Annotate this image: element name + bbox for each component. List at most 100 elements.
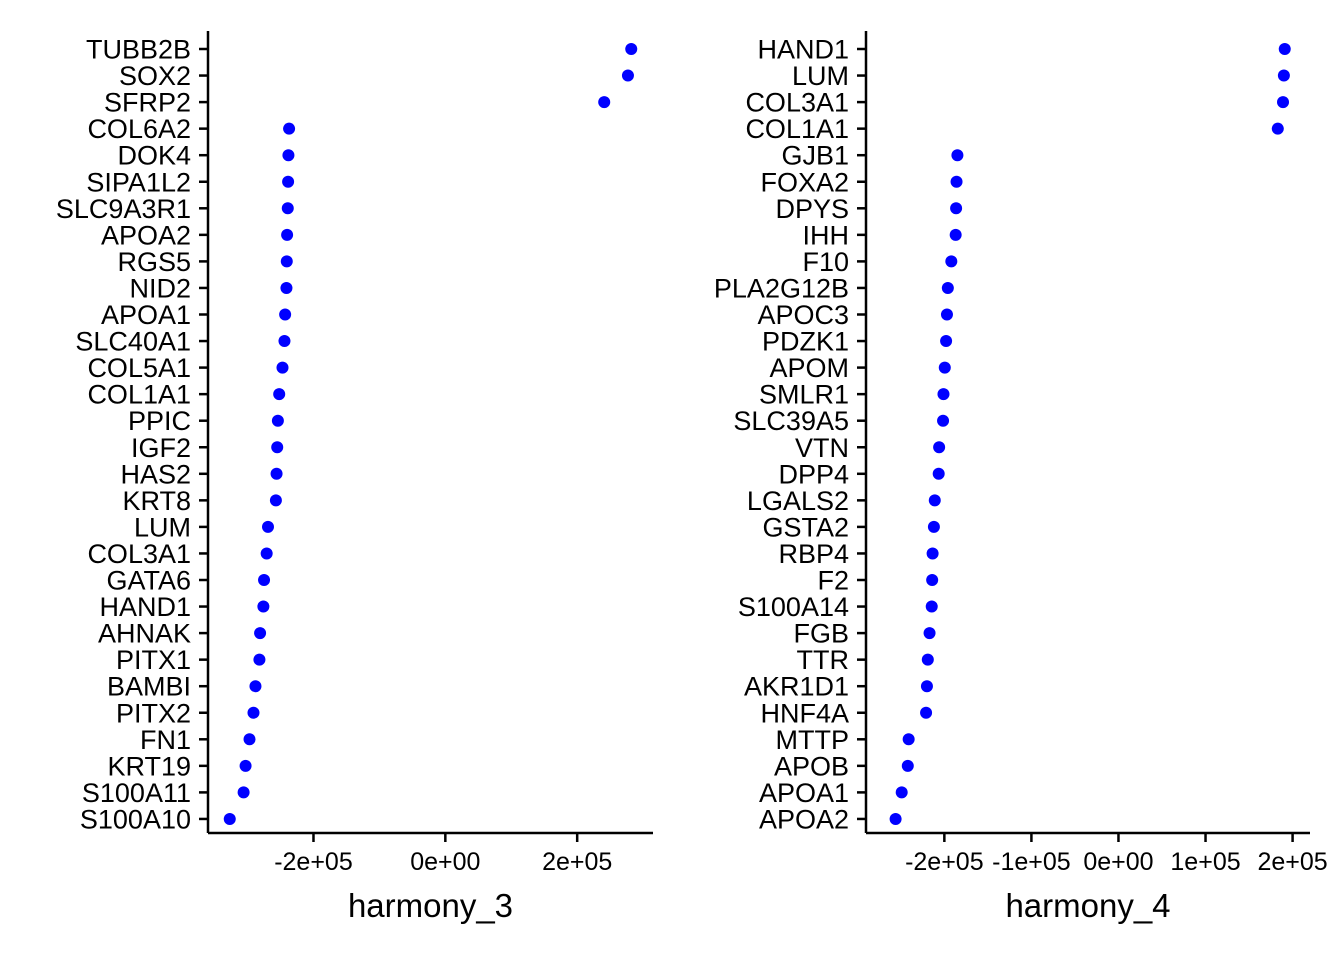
x-tick-label: 0e+00 bbox=[410, 848, 480, 876]
y-tick-label: FGB bbox=[793, 619, 849, 649]
y-tick-label: HNF4A bbox=[760, 698, 849, 728]
data-point bbox=[932, 467, 945, 480]
y-tick-label: S100A10 bbox=[80, 804, 191, 834]
data-point bbox=[237, 786, 250, 799]
y-tick-label: APOC3 bbox=[757, 300, 849, 330]
data-point bbox=[926, 547, 939, 560]
y-tick-label: COL1A1 bbox=[745, 114, 849, 144]
data-point bbox=[257, 600, 270, 613]
y-tick-label: LUM bbox=[134, 512, 191, 542]
x-axis-title: harmony_3 bbox=[348, 887, 513, 924]
y-tick-label: SFRP2 bbox=[104, 88, 191, 118]
data-point bbox=[940, 308, 953, 321]
y-tick-label: RBP4 bbox=[778, 539, 849, 569]
data-point bbox=[937, 414, 950, 427]
data-point bbox=[920, 680, 933, 693]
data-point bbox=[951, 149, 964, 162]
data-point bbox=[282, 149, 295, 162]
y-tick-label: SIPA1L2 bbox=[86, 167, 191, 197]
y-tick-label: DOK4 bbox=[117, 141, 191, 171]
data-point bbox=[926, 574, 939, 586]
data-point bbox=[283, 122, 296, 135]
y-tick-label: PITX1 bbox=[116, 645, 191, 675]
data-point bbox=[889, 812, 902, 825]
y-tick-label: PDZK1 bbox=[762, 327, 849, 357]
y-tick-label: HAND1 bbox=[757, 35, 849, 65]
y-tick-label: KRT8 bbox=[122, 486, 191, 516]
data-point bbox=[281, 228, 294, 241]
y-tick-label: S100A14 bbox=[738, 592, 849, 622]
panel-harmony-4: HAND1LUMCOL3A1COL1A1GJB1FOXA2DPYSIHHF10P… bbox=[714, 31, 1328, 924]
data-point bbox=[901, 759, 914, 772]
x-tick-label: -1e+05 bbox=[992, 848, 1071, 876]
data-point bbox=[933, 441, 946, 454]
data-point bbox=[940, 335, 953, 348]
data-point bbox=[937, 388, 950, 401]
y-tick-label: APOA2 bbox=[759, 804, 849, 834]
data-point bbox=[1271, 122, 1284, 135]
y-tick-label: NID2 bbox=[129, 273, 191, 303]
data-point bbox=[1277, 96, 1290, 109]
data-point bbox=[258, 574, 271, 586]
data-point bbox=[949, 228, 962, 241]
y-tick-label: KRT19 bbox=[107, 751, 191, 781]
data-point bbox=[950, 202, 963, 215]
data-point bbox=[282, 175, 295, 188]
y-tick-label: F2 bbox=[817, 566, 849, 596]
y-tick-label: TTR bbox=[797, 645, 849, 675]
x-tick-label: 2e+05 bbox=[1257, 848, 1327, 876]
data-point bbox=[280, 255, 293, 268]
data-point bbox=[253, 653, 266, 666]
data-point bbox=[276, 361, 289, 374]
data-point bbox=[1278, 43, 1291, 55]
data-point bbox=[223, 812, 236, 825]
data-point bbox=[261, 520, 274, 533]
data-point bbox=[920, 706, 933, 719]
y-tick-label: LUM bbox=[792, 61, 849, 91]
data-point bbox=[1277, 69, 1290, 82]
data-point bbox=[281, 202, 294, 215]
data-point bbox=[941, 281, 954, 294]
y-tick-label: DPP4 bbox=[778, 459, 849, 489]
data-point bbox=[260, 547, 273, 560]
y-tick-label: SMLR1 bbox=[759, 380, 849, 410]
y-tick-label: COL3A1 bbox=[745, 88, 849, 118]
y-tick-label: PLA2G12B bbox=[714, 273, 849, 303]
y-tick-label: SLC40A1 bbox=[75, 327, 191, 357]
data-point bbox=[950, 175, 963, 188]
y-tick-label: COL6A2 bbox=[87, 114, 191, 144]
y-tick-label: MTTP bbox=[776, 725, 850, 755]
y-tick-label: PITX2 bbox=[116, 698, 191, 728]
y-tick-label: SOX2 bbox=[119, 61, 191, 91]
y-tick-label: FN1 bbox=[140, 725, 191, 755]
y-tick-label: AKR1D1 bbox=[744, 672, 849, 702]
y-tick-label: SLC39A5 bbox=[733, 406, 849, 436]
y-tick-label: FOXA2 bbox=[760, 167, 849, 197]
data-point bbox=[925, 600, 938, 613]
y-tick-label: LGALS2 bbox=[747, 486, 849, 516]
y-tick-label: HAS2 bbox=[120, 459, 191, 489]
y-tick-label: COL3A1 bbox=[87, 539, 191, 569]
y-tick-label: HAND1 bbox=[99, 592, 191, 622]
y-tick-label: VTN bbox=[795, 433, 849, 463]
y-tick-label: AHNAK bbox=[98, 619, 191, 649]
data-point bbox=[895, 786, 908, 799]
data-point bbox=[938, 361, 951, 374]
y-tick-label: TUBB2B bbox=[86, 35, 191, 65]
y-tick-label: SLC9A3R1 bbox=[56, 194, 191, 224]
y-tick-label: PPIC bbox=[128, 406, 191, 436]
data-point bbox=[621, 69, 634, 82]
x-tick-label: -2e+05 bbox=[905, 848, 984, 876]
x-tick-label: 1e+05 bbox=[1170, 848, 1240, 876]
y-tick-label: S100A11 bbox=[82, 778, 191, 808]
x-tick-label: 0e+00 bbox=[1083, 848, 1153, 876]
y-tick-label: APOA2 bbox=[101, 220, 191, 250]
data-point bbox=[270, 467, 283, 480]
data-point bbox=[280, 281, 293, 294]
y-tick-label: COL5A1 bbox=[87, 353, 191, 383]
x-tick-label: 2e+05 bbox=[542, 848, 612, 876]
y-tick-label: DPYS bbox=[775, 194, 849, 224]
data-point bbox=[945, 255, 958, 268]
data-point bbox=[249, 680, 262, 693]
